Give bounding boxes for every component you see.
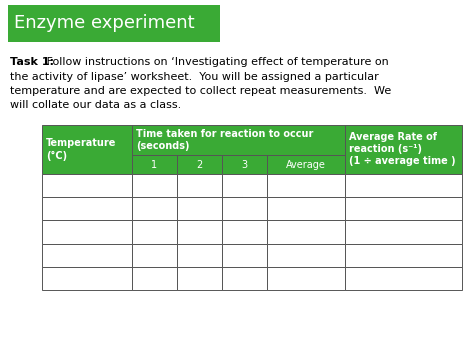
Bar: [177, 267, 222, 290]
Text: Follow instructions on ‘Investigating effect of temperature on: Follow instructions on ‘Investigating ef…: [43, 57, 389, 67]
Bar: [177, 174, 222, 197]
Bar: [42, 125, 132, 174]
Text: Time taken for reaction to occur
(seconds): Time taken for reaction to occur (second…: [136, 129, 313, 151]
Bar: [132, 155, 177, 174]
Text: Average Rate of
reaction (s⁻¹)
(1 ÷ average time ): Average Rate of reaction (s⁻¹) (1 ÷ aver…: [349, 132, 456, 166]
Bar: [222, 197, 267, 220]
Bar: [42, 244, 132, 267]
Bar: [267, 174, 345, 197]
Text: Enzyme experiment: Enzyme experiment: [14, 15, 195, 33]
Bar: [177, 244, 222, 267]
Bar: [222, 267, 267, 290]
Bar: [132, 244, 177, 267]
Bar: [132, 174, 177, 197]
Bar: [177, 197, 222, 220]
Bar: [42, 197, 132, 220]
Text: 3: 3: [241, 159, 247, 170]
Bar: [132, 197, 177, 220]
Bar: [132, 220, 177, 244]
Bar: [345, 197, 462, 220]
Bar: [42, 174, 132, 197]
Bar: [345, 267, 462, 290]
Bar: [177, 220, 222, 244]
Text: 2: 2: [196, 159, 202, 170]
Bar: [42, 267, 132, 290]
Bar: [345, 220, 462, 244]
Bar: [8, 5, 220, 42]
Bar: [222, 220, 267, 244]
Bar: [132, 267, 177, 290]
Text: 1: 1: [151, 159, 157, 170]
Text: the activity of lipase’ worksheet.  You will be assigned a particular: the activity of lipase’ worksheet. You w…: [10, 71, 379, 82]
Bar: [267, 267, 345, 290]
Bar: [345, 244, 462, 267]
Bar: [267, 244, 345, 267]
Bar: [267, 197, 345, 220]
Bar: [267, 220, 345, 244]
Bar: [177, 155, 222, 174]
Bar: [42, 220, 132, 244]
Text: Temperature
(°C): Temperature (°C): [46, 138, 117, 160]
Bar: [132, 125, 345, 155]
Bar: [345, 125, 462, 174]
Bar: [222, 244, 267, 267]
Text: temperature and are expected to collect repeat measurements.  We: temperature and are expected to collect …: [10, 86, 391, 96]
Bar: [222, 174, 267, 197]
Bar: [345, 174, 462, 197]
Bar: [222, 155, 267, 174]
Text: Average: Average: [286, 159, 326, 170]
Bar: [267, 155, 345, 174]
Text: will collate our data as a class.: will collate our data as a class.: [10, 100, 181, 110]
Text: Task 1:: Task 1:: [10, 57, 54, 67]
